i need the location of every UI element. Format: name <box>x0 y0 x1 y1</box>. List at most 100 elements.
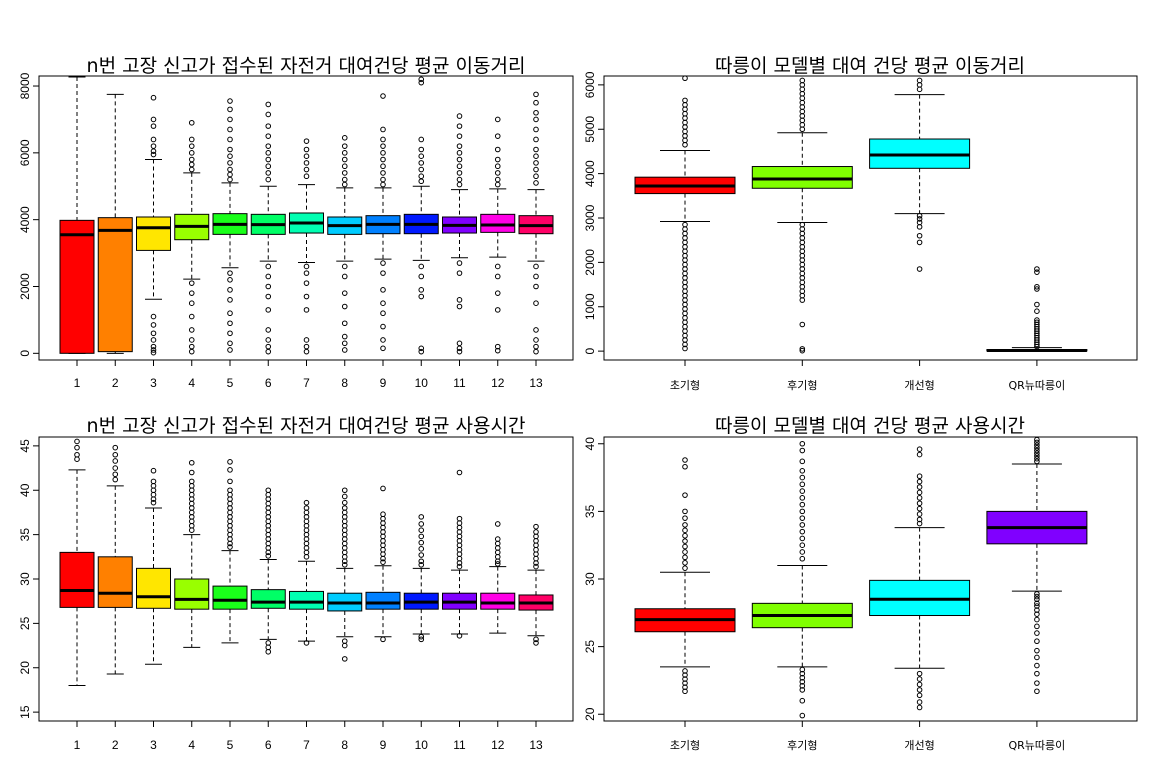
x-tick-label: 11 <box>453 376 466 390</box>
outlier-point <box>1034 343 1040 350</box>
outlier-point <box>533 636 539 643</box>
outlier-point <box>380 323 386 330</box>
outlier-point <box>533 160 539 166</box>
outlier-point <box>341 170 348 176</box>
outlier-point <box>533 300 539 307</box>
outlier-point <box>533 348 539 355</box>
box-12 <box>480 521 516 634</box>
outlier-point <box>112 476 119 483</box>
box-13 <box>518 91 554 355</box>
outlier-point <box>265 549 272 556</box>
outlier-point <box>188 166 195 173</box>
outlier-point <box>265 293 272 300</box>
outlier-point <box>265 163 272 170</box>
outlier-point <box>799 666 806 673</box>
outlier-point <box>74 438 80 445</box>
outlier-point <box>74 444 80 451</box>
outlier-point <box>227 176 233 183</box>
outlier-point <box>799 522 806 528</box>
outlier-point <box>456 303 463 310</box>
outlier-point <box>303 280 310 286</box>
outlier-point <box>188 348 195 355</box>
x-tick-label: 7 <box>303 738 310 752</box>
outlier-point <box>227 320 233 327</box>
outlier-point <box>1034 638 1040 645</box>
outlier-point <box>150 136 157 143</box>
outlier-point <box>341 562 348 568</box>
outlier-point <box>456 150 463 156</box>
outlier-point <box>494 146 501 153</box>
outlier-point <box>418 562 425 568</box>
outlier-point <box>456 469 463 476</box>
outlier-point <box>227 544 233 550</box>
x-tick-label: 2 <box>112 738 119 752</box>
outlier-point <box>265 176 272 183</box>
outlier-point <box>494 290 501 296</box>
outlier-point <box>799 535 806 542</box>
box-10 <box>403 514 439 643</box>
outlier-point <box>533 273 539 280</box>
outlier-point <box>1034 603 1040 609</box>
outlier-point <box>533 337 539 343</box>
outlier-point <box>418 79 425 86</box>
outlier-point <box>533 126 539 133</box>
outlier-point <box>916 239 923 246</box>
outlier-point <box>916 505 923 512</box>
outlier-point <box>533 640 539 646</box>
outlier-point <box>265 283 272 290</box>
box-iqr <box>136 567 171 609</box>
box-3 <box>136 467 171 665</box>
x-tick-label: 7 <box>303 376 310 390</box>
outlier-point <box>916 704 923 711</box>
outlier-point <box>456 260 463 266</box>
outlier-point <box>1034 455 1040 462</box>
outlier-point <box>533 136 539 143</box>
outlier-point <box>418 633 425 640</box>
x-tick-label: 8 <box>341 738 348 752</box>
outlier-point <box>303 554 310 560</box>
outlier-point <box>303 173 310 180</box>
outlier-point <box>112 465 119 471</box>
outlier-point <box>303 307 310 313</box>
outlier-point <box>150 343 157 350</box>
box-8 <box>327 487 363 662</box>
x-tick-label: 2 <box>112 376 119 390</box>
x-tick-label: 9 <box>380 738 387 752</box>
outlier-point <box>150 496 157 502</box>
outlier-point <box>188 327 195 333</box>
x-tick-label: 8 <box>341 376 348 390</box>
outlier-point <box>533 116 539 123</box>
outlier-point <box>456 156 463 163</box>
outlier-point <box>341 642 348 649</box>
x-tick-label: 4 <box>188 738 195 752</box>
outlier-point <box>916 687 923 693</box>
outlier-point <box>341 333 348 340</box>
outlier-point <box>916 451 923 458</box>
outlier-point <box>682 543 688 550</box>
outlier-point <box>682 688 688 695</box>
outlier-point <box>533 560 539 566</box>
y-tick-label: 20 <box>583 707 597 721</box>
outlier-point <box>265 337 272 343</box>
outlier-point <box>1034 308 1040 314</box>
outlier-point <box>533 173 539 180</box>
x-tick-label: 9 <box>380 376 387 390</box>
outlier-point <box>227 270 233 276</box>
box-iqr <box>97 556 133 608</box>
outlier-point <box>380 636 386 643</box>
outlier-point <box>341 320 348 327</box>
box-5 <box>212 98 248 353</box>
outlier-point <box>799 458 806 465</box>
outlier-point <box>380 555 386 562</box>
outlier-point <box>380 170 386 176</box>
y-tick-label: 2000 <box>583 249 597 276</box>
panel-title: n번 고장 신고가 접수된 자전거 대여건당 평균 사용시간 <box>87 415 526 437</box>
box-iqr <box>480 592 516 610</box>
box-3 <box>136 94 171 356</box>
outlier-point <box>916 446 923 452</box>
outlier-point <box>341 487 348 494</box>
outlier-point <box>682 554 688 561</box>
outlier-point <box>265 273 272 280</box>
